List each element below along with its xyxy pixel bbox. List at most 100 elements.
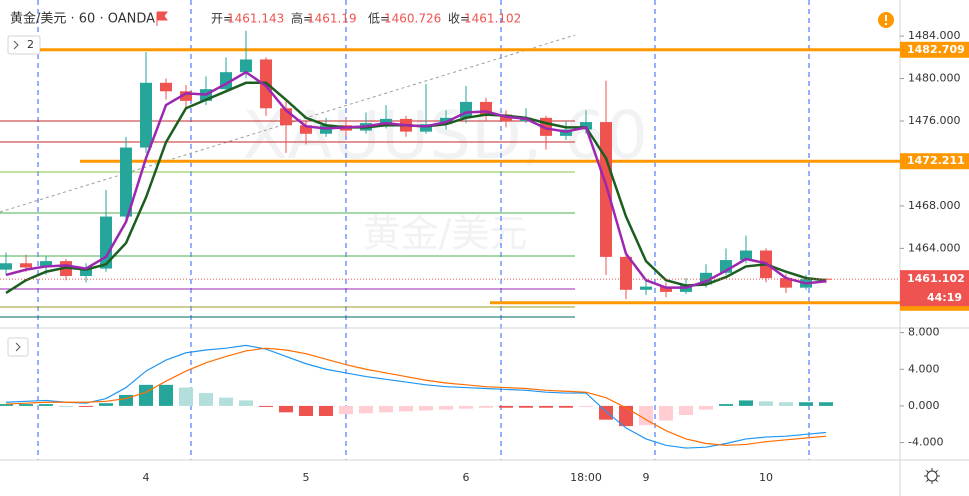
macd-histogram-bar [99,403,113,406]
candle-body [0,263,12,270]
candle-body [140,82,152,148]
macd-histogram-bar [459,405,473,409]
x-tick-label: 10 [759,471,773,484]
macd-histogram-bar [259,405,273,407]
x-tick-label: 4 [143,471,150,484]
candle-body [380,118,392,124]
bar-countdown: 44:19 [927,291,962,304]
ohlc-value: 1461.143 [227,12,284,26]
ohlc-value: 1461.102 [464,12,521,26]
symbol-header: 黄金/美元 · 60 · OANDA [10,11,155,27]
toggle-arrow [13,40,19,50]
candle-body [80,268,92,276]
price-line-label: 1472.211 [907,154,965,167]
macd-histogram-bar [0,404,13,406]
moving-average [5,70,827,289]
macd-histogram-bar [339,405,353,415]
last-price-tag [900,270,969,307]
macd-line [5,347,827,446]
macd-histogram-bar [219,397,233,406]
fib-levels [0,120,575,318]
candle-body [580,122,592,130]
macd-histogram-bar [39,404,53,406]
candle-body [740,250,752,261]
x-tick-label: 6 [463,471,470,484]
macd-histogram-bar [359,405,373,414]
y-tick-label: 1484.000 [908,29,961,42]
alert-mark [885,15,887,21]
macd-histogram-bar [79,405,93,407]
candle-body [300,125,312,134]
alert-dot [885,23,887,25]
y-tick-label: 4.000 [908,362,940,375]
macd-histogram-bar [519,405,533,408]
candle-body [600,122,612,257]
candle-body [20,263,32,268]
macd-histogram-bar [559,405,573,408]
candle-body [660,286,672,292]
macd-toggle[interactable] [7,337,29,357]
watermark-name: 黄金/美元 [363,212,528,256]
macd-histogram-bar [579,405,593,407]
macd-histogram-bar [19,404,33,406]
y-tick-label: -4.000 [908,436,943,449]
y-tick-label: 1480.000 [908,72,961,85]
x-tick-label: 18:00 [570,471,602,484]
x-tick-label: 9 [643,471,650,484]
candle-body [780,278,792,288]
y-tick-label: 8.000 [908,326,940,339]
price-line-tag [900,41,969,58]
ohlc-value: 1461.19 [307,12,357,26]
macd-histogram-bar [819,402,833,406]
ohlc-label: 开= [211,12,233,26]
y-tick-label: 1468.000 [908,199,961,212]
macd-histogram-bar [399,405,413,412]
macd-histogram-bar [239,400,253,406]
y-tick-label: 0.000 [908,399,940,412]
macd-histogram-bar [759,401,773,406]
macd-histogram-bar [539,405,553,408]
macd-histogram-bar [439,405,453,410]
macd-histogram-bar [619,405,633,427]
candle-body [160,82,172,92]
macd-histogram-bar [639,405,653,426]
ohlc-label: 低= [368,12,390,26]
indicator-toggle[interactable] [7,35,41,55]
macd-histogram-bar [679,405,693,416]
macd-histogram-bar [159,384,173,406]
header: 黄金/美元 · 60 · OANDA 2 [7,11,940,484]
macd-histogram-bar [739,400,753,406]
macd-histogram-bar [279,405,293,413]
x-tick-label: 5 [303,471,310,484]
candle-body [240,59,252,73]
macd-histogram-bar [799,402,813,406]
ohlc-label: 高= [291,11,313,26]
macd-histogram-bar [479,405,493,408]
indicator-count: 2 [27,38,34,51]
macd-histogram-bar [299,405,313,416]
macd-histogram-bar [179,387,193,406]
macd-histogram-bar [599,405,613,420]
macd-line [5,344,827,449]
macd-histogram-bar [119,394,133,406]
ohlc-label: 收= [448,12,470,26]
candle-body [700,272,712,285]
candle-body [100,216,112,269]
y-tick-label: 1464.000 [908,241,961,254]
y-tick-label: 1476.000 [908,114,961,127]
toggle-arrow [15,342,21,352]
macd-histogram-bar [199,393,213,406]
macd-histogram-bar [699,405,713,410]
flag-icon[interactable] [156,11,168,26]
macd-histogram-bar [379,405,393,413]
ohlc-value: 1460.726 [384,12,441,26]
macd-histogram-bar [419,405,433,411]
candle-body [620,256,632,290]
macd-histogram-bar [659,405,673,421]
settings-icon[interactable] [924,468,940,484]
macd-histogram-bar [499,405,513,408]
candle-body [40,261,52,268]
price-line-label: 1482.709 [907,43,965,56]
